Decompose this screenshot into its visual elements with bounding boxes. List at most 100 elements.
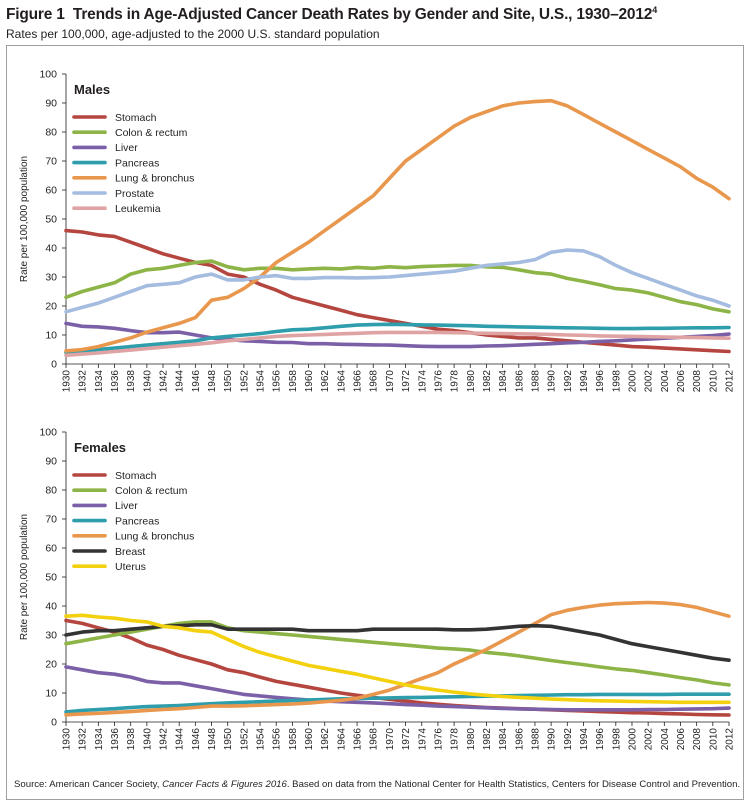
females-x-tick-label: 1958 <box>288 728 299 751</box>
males-x-tick-label: 2008 <box>692 370 703 393</box>
females-legend-label-breast: Breast <box>115 546 145 558</box>
figure-title: Figure 1 Trends in Age-Adjusted Cancer D… <box>6 5 657 24</box>
females-y-axis-label: Rate per 100,000 population <box>19 514 30 640</box>
males-series-liver <box>64 321 731 349</box>
females-x-tick-label: 1960 <box>304 728 315 751</box>
males-x-tick-label: 2002 <box>644 370 655 393</box>
males-y-axis-label: Rate per 100,000 population <box>19 156 30 282</box>
females-legend-label-liver: Liver <box>115 500 138 512</box>
females-y-tick-label: 90 <box>45 456 57 468</box>
females-legend-label-lung-and-bronchus: Lung & bronchus <box>115 531 194 543</box>
males-x-tick-label: 2012 <box>725 370 736 393</box>
males-x-tick-label: 2006 <box>676 370 687 393</box>
males-y-tick-label: 90 <box>45 98 57 110</box>
females-series-pancreas <box>64 692 731 714</box>
males-x-tick-label: 1962 <box>320 370 331 393</box>
females-series-uterus <box>64 613 731 705</box>
females-series-colon-and-rectum <box>64 620 731 687</box>
males-x-tick-label: 1970 <box>385 370 396 393</box>
males-x-tick-label: 1964 <box>336 370 347 393</box>
females-x-tick-label: 1984 <box>498 728 509 751</box>
males-x-tick-label: 1974 <box>417 370 428 393</box>
females-x-tick-label: 1990 <box>547 728 558 751</box>
figure-frame <box>6 45 744 800</box>
females-legend-label-uterus: Uterus <box>115 561 146 573</box>
females-x-tick-label: 1956 <box>272 728 283 751</box>
males-y-tick-label: 80 <box>45 127 57 139</box>
females-series-breast <box>64 623 731 662</box>
females-x-tick-label: 1952 <box>239 728 250 751</box>
source-suffix: . Based on data from the National Center… <box>286 779 741 790</box>
males-y-tick-label: 10 <box>45 330 57 342</box>
males-chart: 0 10 20 30 40 50 60 70 80 90 100 1930 1932 1934 1936 19… <box>19 69 736 393</box>
females-x-tick-label: 2002 <box>644 728 655 751</box>
females-x-tick-label: 1936 <box>110 728 121 751</box>
females-x-tick-label: 1934 <box>94 728 105 751</box>
males-legend-label-prostate: Prostate <box>115 188 154 200</box>
males-x-tick-label: 1952 <box>239 370 250 393</box>
males-legend-label-stomach: Stomach <box>115 112 157 124</box>
females-y-tick-label: 30 <box>45 630 57 642</box>
females-x-tick-label: 1998 <box>611 728 622 751</box>
females-panel-title: Females <box>74 440 126 455</box>
females-x-tick-label: 2012 <box>725 728 736 751</box>
males-x-tick-label: 1944 <box>175 370 186 393</box>
males-x-tick-label: 1934 <box>94 370 105 393</box>
males-x-tick-label: 1954 <box>256 370 267 393</box>
females-legend-label-colon-and-rectum: Colon & rectum <box>115 485 188 497</box>
females-x-tick-label: 1948 <box>207 728 218 751</box>
females-x-tick-label: 1954 <box>256 728 267 751</box>
females-series-liver <box>64 665 731 712</box>
males-series-pancreas <box>64 322 731 355</box>
females-x-tick-label: 1930 <box>62 728 73 751</box>
males-x-tick-label: 1968 <box>369 370 380 393</box>
females-x-tick-label: 1942 <box>159 728 170 751</box>
males-x-tick-label: 1966 <box>353 370 364 393</box>
males-y-tick-label: 60 <box>45 185 57 197</box>
females-x-tick-label: 1982 <box>482 728 493 751</box>
figure-title-footnote: 4 <box>652 5 657 15</box>
males-x-tick-label: 1946 <box>191 370 202 393</box>
males-x-tick-label: 1960 <box>304 370 315 393</box>
males-x-tick-label: 1980 <box>466 370 477 393</box>
females-x-tick-label: 2008 <box>692 728 703 751</box>
males-x-tick-label: 1986 <box>514 370 525 393</box>
males-x-tick-label: 1990 <box>547 370 558 393</box>
females-y-tick-label: 60 <box>45 543 57 555</box>
males-panel: 0 10 20 30 40 50 60 70 80 90 100 1930 1932 1934 1936 19… <box>14 62 744 412</box>
females-series-lung-and-bronchus <box>64 600 731 717</box>
females-x-tick-label: 2000 <box>627 728 638 751</box>
males-x-tick-label: 1958 <box>288 370 299 393</box>
females-y-tick-label: 70 <box>45 514 57 526</box>
females-x-tick-label: 2004 <box>660 728 671 751</box>
females-y-tick-label: 50 <box>45 572 57 584</box>
males-series-leukemia <box>64 330 731 358</box>
females-x-tick-label: 1992 <box>563 728 574 751</box>
females-y-tick-label: 10 <box>45 688 57 700</box>
males-x-tick-label: 1988 <box>530 370 541 393</box>
females-y-tick-label: 0 <box>51 717 57 729</box>
females-x-tick-label: 1966 <box>353 728 364 751</box>
males-x-tick-label: 2000 <box>627 370 638 393</box>
females-chart: 0 10 20 30 40 50 60 70 80 90 100 1930 1932 1934 1936 19… <box>19 427 736 751</box>
males-x-tick-label: 1996 <box>595 370 606 393</box>
males-x-tick-label: 1932 <box>78 370 89 393</box>
males-series-stomach <box>64 228 731 354</box>
females-x-tick-label: 1964 <box>336 728 347 751</box>
females-x-tick-label: 1946 <box>191 728 202 751</box>
males-y-tick-label: 20 <box>45 301 57 313</box>
females-x-tick-label: 1996 <box>595 728 606 751</box>
females-y-tick-label: 100 <box>39 427 57 439</box>
females-y-tick-label: 20 <box>45 659 57 671</box>
males-y-tick-label: 0 <box>51 359 57 371</box>
males-x-tick-label: 1998 <box>611 370 622 393</box>
males-x-tick-label: 1956 <box>272 370 283 393</box>
males-y-tick-label: 30 <box>45 272 57 284</box>
females-x-tick-label: 1950 <box>223 728 234 751</box>
males-y-tick-label: 100 <box>39 69 57 81</box>
females-x-tick-label: 1980 <box>466 728 477 751</box>
males-x-tick-label: 1992 <box>563 370 574 393</box>
females-x-tick-label: 1968 <box>369 728 380 751</box>
males-legend-label-lung-and-bronchus: Lung & bronchus <box>115 173 194 185</box>
males-x-tick-label: 1994 <box>579 370 590 393</box>
